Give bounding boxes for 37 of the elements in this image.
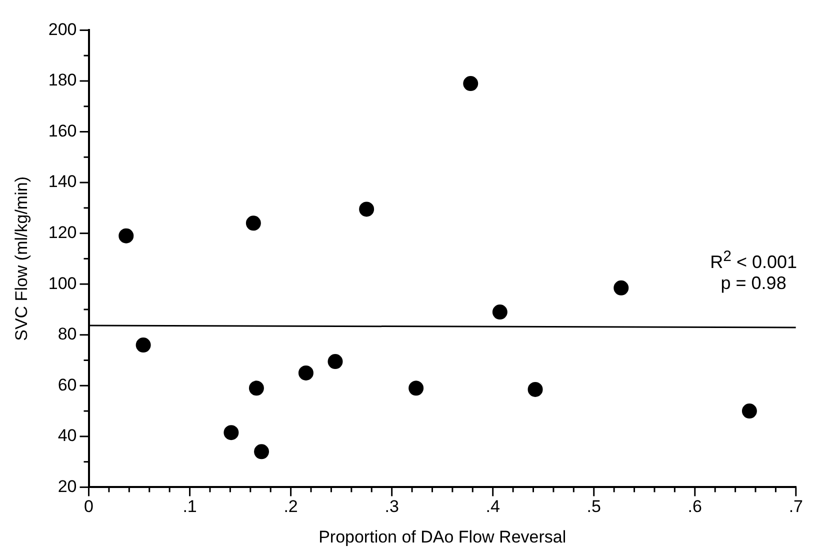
point <box>528 382 543 397</box>
x-tick-label: 0 <box>84 497 94 516</box>
point <box>246 216 261 231</box>
x-tick-label: .3 <box>384 497 399 516</box>
point <box>248 380 264 396</box>
point <box>298 365 314 380</box>
point <box>742 404 757 419</box>
point <box>224 425 239 440</box>
annotation: p = 0.98 <box>720 273 788 294</box>
point <box>408 380 424 396</box>
x-tick-label: .7 <box>788 497 804 516</box>
x-tick-label: .1 <box>182 497 197 516</box>
point <box>614 280 629 296</box>
x-tick-label: .6 <box>688 497 702 516</box>
y-tick-label: 140 <box>48 172 77 192</box>
y-tick-label: 160 <box>48 121 77 140</box>
point <box>492 304 508 320</box>
y-tick-label: 180 <box>48 70 77 90</box>
point <box>118 228 134 244</box>
y-tick-label: 40 <box>58 426 77 446</box>
y-tick-label: 60 <box>58 375 77 394</box>
y-tick-label: 200 <box>48 20 77 39</box>
x-tick-label: .5 <box>586 497 601 516</box>
y-tick-label: 100 <box>48 274 77 293</box>
y-axis-title: SVC Flow (ml/kg/min) <box>12 176 31 341</box>
point <box>254 444 270 460</box>
point <box>136 338 151 353</box>
y-tick-label: 80 <box>58 324 77 344</box>
y-tick-label: 120 <box>48 223 77 242</box>
point <box>328 354 343 370</box>
x-tick-label: .2 <box>284 497 298 516</box>
point <box>359 202 374 217</box>
x-tick-label: .4 <box>486 497 500 516</box>
annotation: R$^{2}$ < 0.001 <box>710 247 797 273</box>
point <box>463 76 478 92</box>
y-tick-label: 20 <box>58 476 77 496</box>
x-axis-title: Proportion of DAo Flow Reversal <box>318 527 566 546</box>
